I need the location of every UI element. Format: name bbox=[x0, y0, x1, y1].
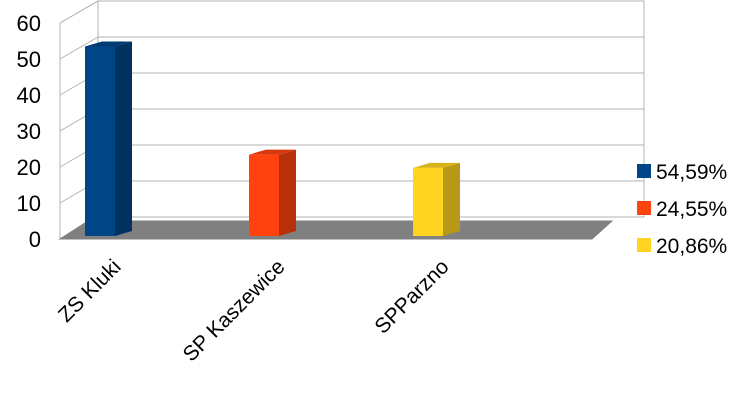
legend-swatch bbox=[637, 238, 651, 252]
bar-front bbox=[85, 46, 115, 237]
bar bbox=[413, 162, 460, 236]
y-axis: 0 10 20 30 40 50 60 bbox=[17, 11, 41, 252]
y-tick-label: 40 bbox=[17, 83, 41, 108]
bar-side bbox=[115, 41, 132, 237]
y-tick-label: 10 bbox=[17, 191, 41, 216]
y-tick-label: 30 bbox=[17, 119, 41, 144]
x-axis: ZS Kluki SP Kaszewice SPParzno bbox=[54, 255, 454, 366]
y-tick-label: 60 bbox=[17, 11, 41, 36]
legend-label: 54,59% bbox=[656, 161, 727, 184]
bar-front bbox=[413, 167, 443, 236]
legend-swatch bbox=[637, 201, 651, 215]
x-tick-label: ZS Kluki bbox=[54, 255, 126, 327]
x-tick-label: SP Kaszewice bbox=[179, 255, 290, 366]
y-tick-label: 20 bbox=[17, 155, 41, 180]
legend-entry: 20,86% bbox=[637, 235, 727, 258]
y-tick-label: 50 bbox=[17, 47, 41, 72]
chart-floor bbox=[58, 220, 614, 240]
bar-side bbox=[443, 162, 460, 236]
legend-entry: 24,55% bbox=[637, 198, 727, 221]
gridline bbox=[59, 0, 644, 24]
bars bbox=[85, 41, 460, 237]
legend-entry: 54,59% bbox=[637, 161, 727, 184]
bar-side bbox=[279, 149, 296, 236]
bar-front bbox=[249, 154, 279, 236]
y-tick-label: 0 bbox=[29, 227, 41, 252]
bar bbox=[249, 149, 296, 236]
gridline bbox=[59, 36, 644, 60]
x-tick-label: SPParzno bbox=[370, 255, 453, 338]
legend-swatch bbox=[637, 164, 651, 178]
bar bbox=[85, 41, 132, 237]
legend-label: 20,86% bbox=[656, 235, 727, 258]
legend: 54,59% 24,55% 20,86% bbox=[637, 161, 727, 258]
bar-top bbox=[85, 41, 132, 47]
bar-top bbox=[413, 162, 460, 168]
bar-top bbox=[249, 149, 296, 155]
legend-label: 24,55% bbox=[656, 198, 727, 221]
